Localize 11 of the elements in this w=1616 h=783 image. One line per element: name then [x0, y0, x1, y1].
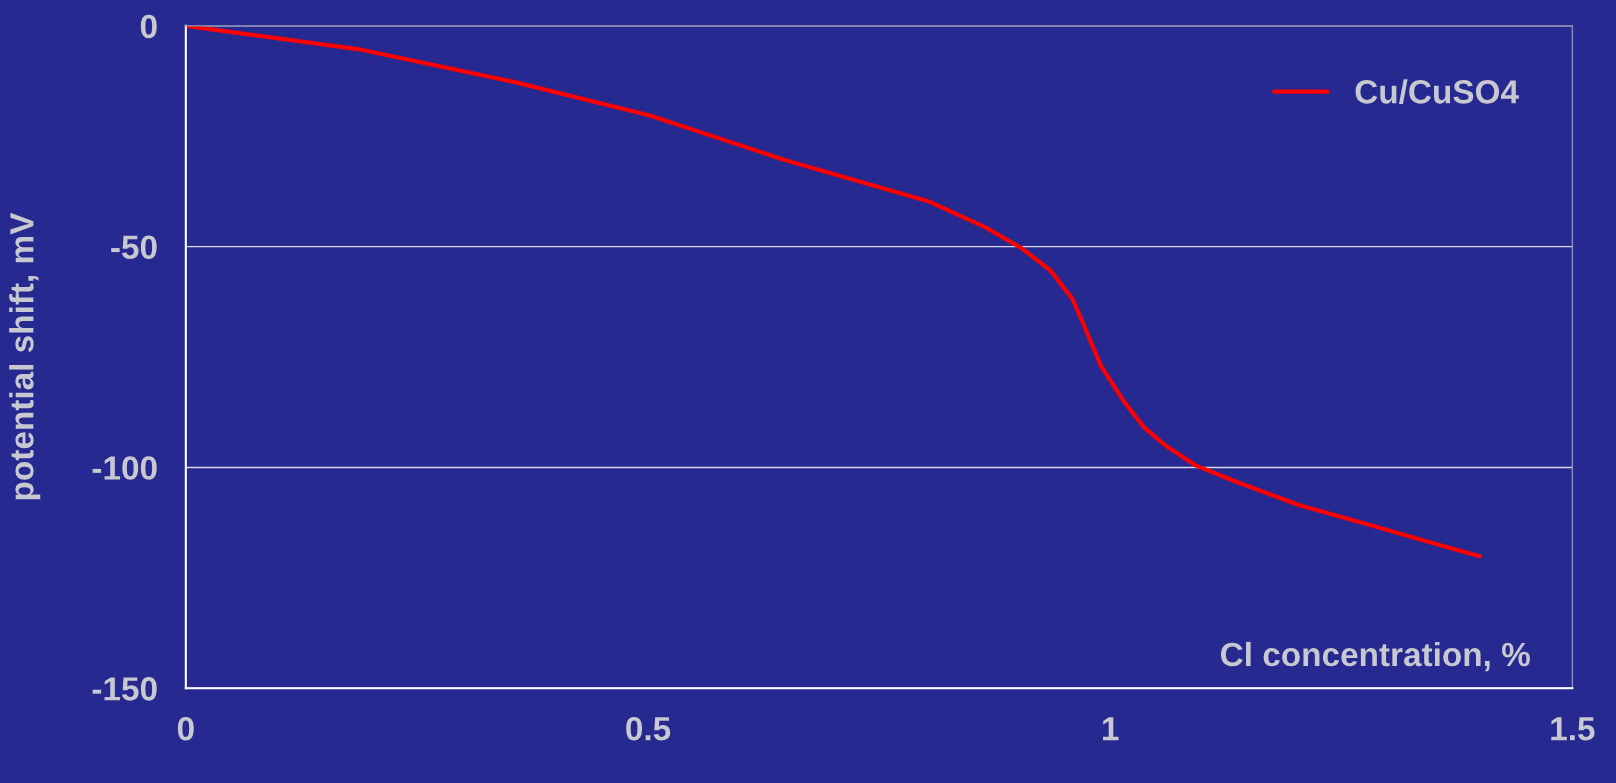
- x-tick-label: 0: [177, 716, 194, 741]
- y-tick-label: -50: [111, 235, 157, 260]
- x-tick-label: 0.5: [626, 716, 671, 741]
- y-tick-label: 0: [140, 14, 157, 39]
- y-tick-label: -150: [92, 677, 157, 701]
- x-tick-label: 1: [1103, 717, 1119, 741]
- y-axis-title: potential shift, mV: [9, 212, 41, 500]
- x-tick-label: 1.5: [1551, 717, 1595, 741]
- legend-label: Cu/CuSO4: [1355, 79, 1519, 104]
- x-axis-title: Cl concentration, %: [1221, 641, 1530, 672]
- y-tick-label: -100: [92, 456, 157, 480]
